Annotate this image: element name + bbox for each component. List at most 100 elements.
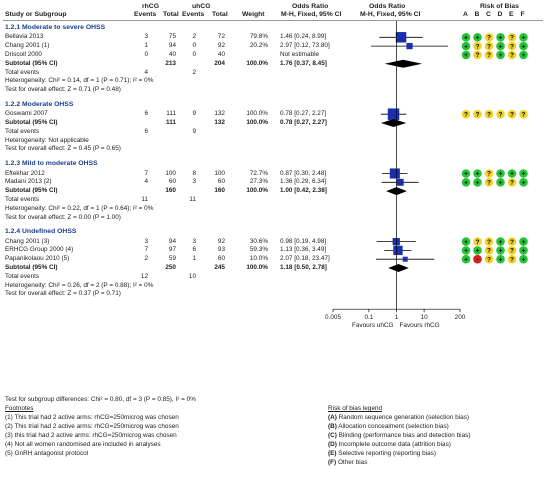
header-group2: uhCG [192, 3, 211, 10]
header-total-1: Total [163, 11, 179, 18]
overall-effect-3: Test for overall effect: Z = 0.00 (P = 1… [5, 213, 121, 221]
header-rob-letter-e: E [509, 11, 514, 18]
study-row-4-3-rob-symbol-b: - [476, 256, 478, 263]
study-row-1-3-rob-symbol-b: ? [476, 52, 480, 59]
study-row-3-1-rob-circle-e [507, 169, 517, 178]
study-row-4-2-e1: 7 [144, 246, 148, 254]
study-row-4-2-e2: 6 [192, 246, 196, 254]
study-row-4-3-name: Papanikolaou 2010 (5) [5, 255, 70, 263]
subtotal-2-diamond [380, 119, 407, 127]
study-row-3-1-rob-symbol-a: + [464, 171, 468, 178]
study-row-1-3-rob-circle-f [519, 50, 528, 60]
study-row-3-2-rob-circle-a [461, 178, 471, 187]
subtotal-4-ci: 1.18 [0.50, 2.78] [280, 264, 327, 271]
study-row-2-1-weight: 100.0% [246, 110, 268, 118]
study-row-3-2-rob-circle-e [507, 178, 517, 187]
subtotal-3-weight: 100.0% [246, 187, 268, 195]
study-row-4-2-rob-circle-e [507, 246, 517, 255]
footnotes-title: Footnotes [5, 405, 34, 412]
study-row-3-1-rob-circle-c [484, 169, 494, 178]
heterogeneity-1: Heterogeneity: Chi² = 0.14, df = 1 (P = … [5, 77, 154, 85]
header-rob-title: Risk of Bias [480, 3, 519, 10]
study-row-3-1-n1: 100 [165, 169, 176, 177]
total-events-1-e2: 2 [192, 68, 196, 76]
study-row-4-2-name: ERHCG Group 2000 (4) [5, 246, 74, 254]
study-row-3-1-rob-symbol-f: + [522, 171, 526, 178]
study-row-3-2-rob-symbol-e: ? [510, 180, 514, 187]
study-row-1-3-rob-symbol-a: + [464, 52, 468, 59]
header-group1: rhCG [142, 3, 159, 10]
favours-right-label: Favours rhCG [400, 322, 440, 329]
study-row-4-3-rob-symbol-f: + [522, 256, 526, 263]
rob-legend-item-3: (C) Blinding (performance bias and detec… [328, 432, 470, 441]
rob-legend-text-5: Selective reporting (reporting bias) [336, 450, 436, 457]
study-row-4-1-rob-circle-b [473, 237, 482, 246]
study-row-1-3-rob-circle-d [496, 50, 505, 60]
study-row-1-2-e2: 0 [192, 42, 196, 50]
study-row-1-2-rob-circle-e [507, 41, 517, 51]
study-row-1-1-ci: 1.46 [0.24, 8.99] [280, 33, 327, 41]
study-row-2-1-name: Goswami 2007 [5, 110, 48, 118]
subtotal-1-label: Subtotal (95% CI) [5, 59, 58, 67]
study-row-3-2-rob-circle-c [484, 178, 494, 187]
study-row-4-1-rob-symbol-f: + [522, 239, 526, 246]
study-row-4-2-marker [393, 245, 403, 256]
study-row-3-1-rob-symbol-e: + [510, 171, 514, 178]
study-row-4-1-weight: 30.6% [249, 237, 268, 245]
study-row-1-3-n1: 40 [168, 50, 176, 58]
favours-left-label: Favours uhCG [352, 322, 394, 329]
study-row-2-1-n1: 111 [166, 110, 176, 118]
study-row-1-2-rob-circle-c [484, 41, 494, 51]
subtotal-1-diamond [384, 59, 423, 68]
study-row-3-2-rob-circle-b [473, 178, 482, 187]
study-row-4-3-rob-symbol-e: ? [510, 256, 514, 263]
study-row-4-1-rob-circle-a [461, 237, 471, 246]
x-tick-label-1: 0.005 [325, 314, 341, 321]
study-row-4-2-ci: 1.13 [0.36, 3.49] [280, 246, 327, 254]
heterogeneity-4: Heterogeneity: Chi² = 0.26, df = 2 (P = … [5, 281, 154, 289]
total-events-4-label: Total events [5, 272, 40, 280]
study-row-3-2-name: Madani 2013 (2) [5, 178, 52, 186]
study-row-3-2-n1: 60 [168, 178, 176, 186]
header-rob-letter-a: A [463, 11, 468, 18]
study-row-4-3-rob-circle-d [496, 254, 505, 264]
study-row-4-2-rob-symbol-d: + [499, 248, 503, 255]
footnote-2: (2) This trial had 2 active arms: rhCG=2… [5, 423, 179, 430]
study-row-4-3-rob-circle-a [461, 254, 471, 264]
rob-legend-letter-4: (D) [328, 441, 337, 448]
study-row-4-3-rob-symbol-d: + [499, 256, 503, 263]
rob-legend-text-6: Other bias [336, 459, 368, 466]
study-row-1-3-e1: 0 [144, 50, 148, 58]
subtotal-3-n2: 160 [214, 187, 225, 195]
study-row-1-1-rob-circle-b [473, 33, 482, 42]
study-row-1-2-rob-circle-b [473, 41, 482, 51]
study-row-4-2-n1: 97 [168, 246, 176, 254]
study-row-4-3-n2: 60 [217, 255, 225, 263]
study-row-1-2-ci: 2.97 [0.12, 73.80] [280, 42, 330, 50]
study-row-1-1-rob-circle-d [496, 33, 505, 42]
study-row-4-1-rob-symbol-b: ? [476, 239, 480, 246]
subtotal-4-label: Subtotal (95% CI) [5, 264, 58, 271]
rob-legend-letter-2: (B) [328, 423, 337, 430]
study-row-2-1-ci: 0.78 [0.27, 2.27] [280, 110, 327, 118]
study-row-4-1-rob-symbol-d: + [499, 239, 503, 246]
study-row-3-1-name: Eftekhar 2012 [5, 169, 45, 177]
study-row-2-1-rob-circle-b [473, 109, 482, 119]
study-row-4-2-rob-circle-f [519, 246, 528, 255]
study-row-3-1-rob-circle-b [473, 169, 482, 178]
study-row-3-2-rob-symbol-f: + [522, 180, 526, 187]
header-total-2: Total [212, 11, 228, 18]
study-row-1-1-e1: 3 [144, 33, 148, 41]
study-row-1-2-n1: 94 [168, 42, 176, 50]
study-row-1-1-rob-symbol-a: + [464, 35, 468, 42]
study-row-2-1-rob-symbol-c: ? [487, 111, 491, 118]
study-row-3-2-rob-circle-d [496, 178, 505, 187]
study-row-3-1-e2: 8 [192, 169, 196, 177]
study-row-1-3-rob-circle-c [484, 50, 494, 60]
rob-legend-item-6: (F) Other bias [328, 459, 367, 468]
study-row-4-2-rob-symbol-c: ? [487, 248, 491, 255]
total-events-2-e1: 6 [144, 127, 148, 135]
study-row-1-1-marker [395, 32, 407, 43]
study-row-2-1-e2: 9 [192, 110, 196, 118]
total-events-3-label: Total events [5, 195, 40, 203]
